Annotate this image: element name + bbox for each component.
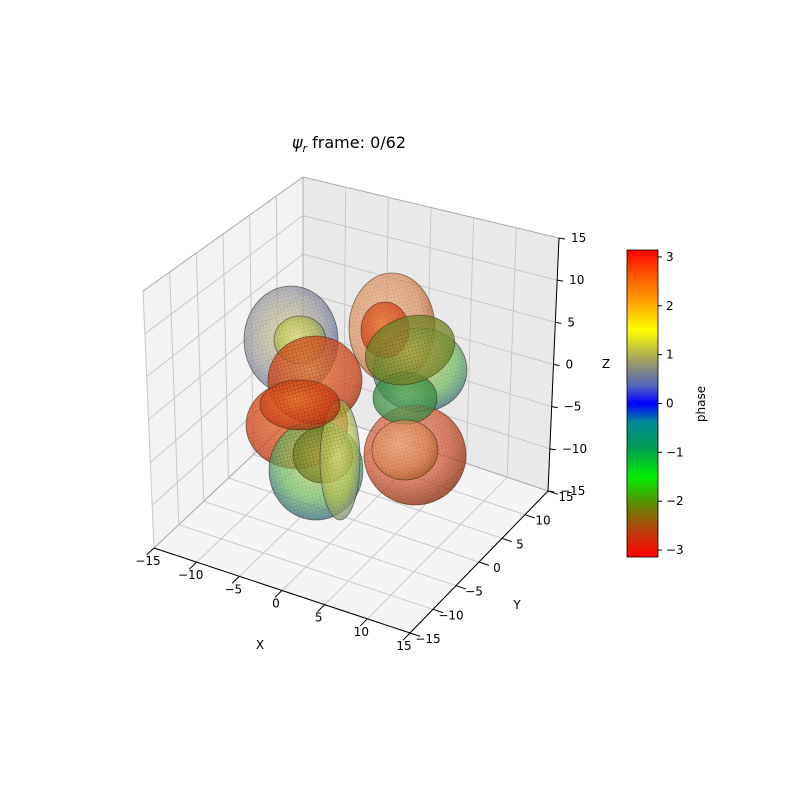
title-text: frame: 0/62: [307, 133, 406, 152]
y-tick-label: −5: [465, 585, 483, 599]
title-symbol: ψ: [292, 133, 303, 152]
colorbar-strip: [626, 249, 659, 558]
z-tick: [549, 448, 556, 451]
x-tick-label: −15: [135, 554, 160, 568]
x-tick: [359, 618, 368, 627]
z-tick-label: 0: [566, 358, 574, 372]
colorbar: 3 2 1 0 −1 −2 −3 phase: [626, 249, 708, 558]
colorbar-tick-label: 1: [666, 348, 674, 362]
y-tick: [455, 585, 467, 590]
z-tick-label: −15: [560, 484, 585, 498]
z-gridline: [302, 253, 556, 323]
colorbar-tick-label: −3: [666, 543, 684, 557]
colorbar-label: phase: [694, 386, 708, 422]
x-tick-label: 5: [315, 611, 323, 625]
chart-title: ψr frame: 0/62: [292, 133, 406, 155]
x-tick: [188, 561, 198, 570]
z-tick-label: 15: [571, 231, 586, 245]
y-tick-label: −10: [438, 608, 463, 622]
x-tick-label: 0: [272, 597, 280, 611]
y-tick-label: 15: [558, 490, 573, 504]
x-tick-label: −5: [224, 582, 242, 596]
colorbar-tick-label: 3: [666, 250, 674, 264]
y-tick-label: −15: [415, 632, 440, 646]
z-gridline-left: [144, 215, 304, 335]
x-tick: [402, 632, 411, 641]
y-tick-label: 10: [535, 514, 550, 528]
x-axis-label: X: [256, 638, 264, 652]
y-tick-label: 0: [493, 561, 501, 575]
z-tick: [558, 237, 566, 240]
colorbar-tick-label: 0: [666, 397, 674, 411]
colorbar-tick-label: −1: [666, 445, 684, 459]
z-tick: [551, 406, 558, 409]
z-tick-label: 5: [567, 315, 575, 329]
y-tick: [432, 608, 444, 614]
isosurface-lobes: [243, 272, 468, 521]
z-gridline-left: [146, 253, 304, 378]
z-tick-label: 10: [569, 273, 584, 287]
z-tick-label: −5: [564, 400, 582, 414]
z-tick: [547, 490, 555, 493]
y-gridline: [203, 500, 457, 587]
x-tick: [231, 575, 240, 584]
x-tick-label: 15: [396, 639, 411, 653]
title-subscript: r: [303, 142, 309, 155]
z-gridline: [302, 215, 558, 281]
colorbar-ticks: 3 2 1 0 −1 −2 −3: [658, 250, 684, 557]
y-gridline: [228, 477, 480, 563]
pane-left: [143, 177, 303, 548]
y-tick: [409, 632, 421, 637]
y-tick: [524, 514, 536, 519]
colorbar-tick-label: 2: [666, 299, 674, 313]
y-gridline: [178, 524, 434, 610]
colorbar-tick-label: −2: [666, 494, 684, 508]
z-tick: [557, 279, 564, 282]
mesh-overlay: [244, 273, 467, 520]
y-tick-label: 5: [516, 537, 524, 551]
y-tick: [478, 561, 490, 566]
x-tick: [317, 604, 326, 613]
x-tick: [146, 547, 155, 556]
x-tick-label: −10: [178, 568, 203, 582]
x-tick: [274, 590, 283, 598]
y-tick: [501, 537, 513, 543]
x-tick-label: 10: [354, 625, 369, 639]
y-axis-label: Y: [512, 598, 521, 612]
z-tick-label: −10: [562, 442, 587, 456]
z-tick: [553, 364, 560, 366]
z-tick: [555, 321, 562, 324]
z-axis-label: Z: [602, 357, 610, 371]
